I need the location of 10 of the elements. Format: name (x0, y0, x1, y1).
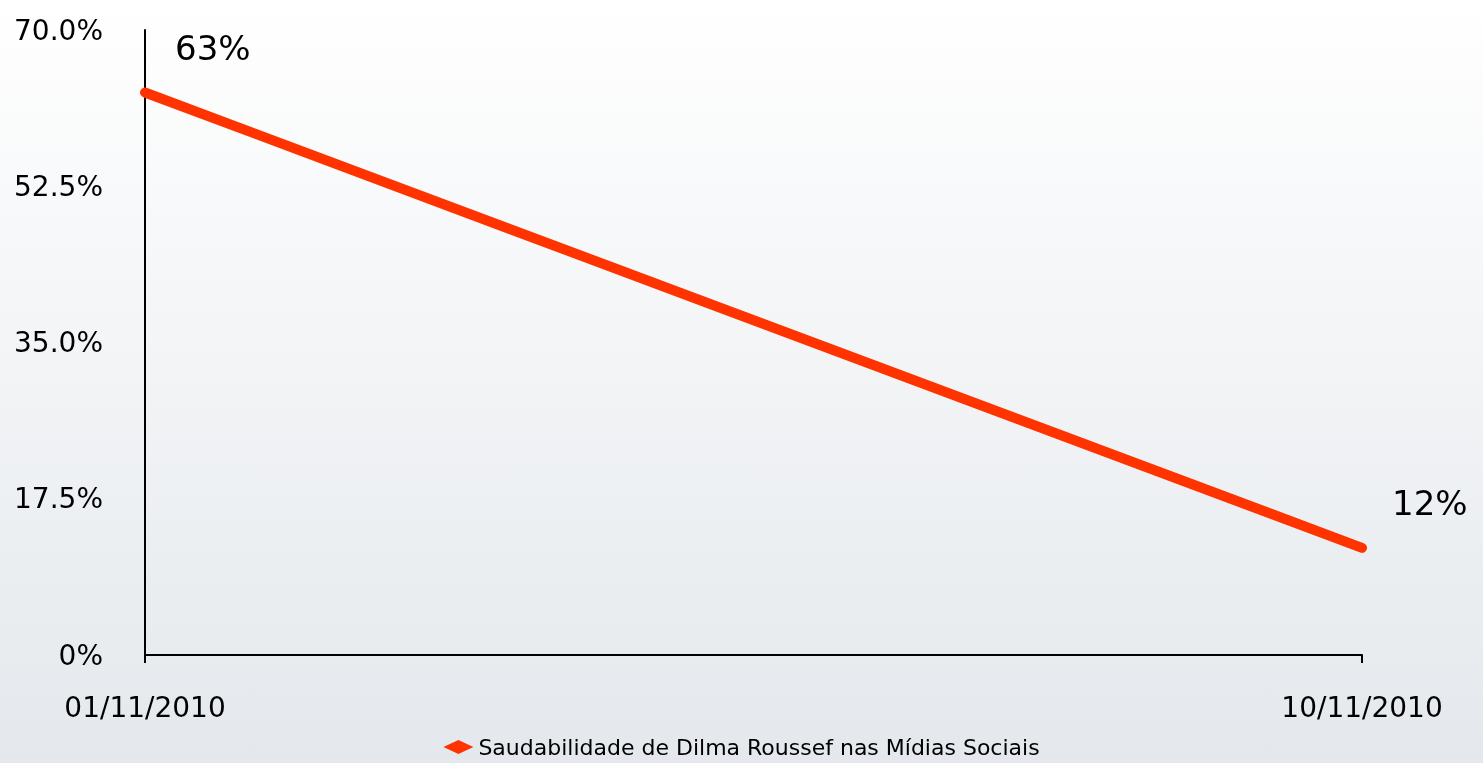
data-label: 12% (1392, 482, 1468, 523)
data-label: 63% (175, 27, 251, 68)
y-tick-label: 52.5% (14, 169, 103, 203)
legend-label: Saudabilidade de Dilma Roussef nas Mídias Sociais (478, 734, 1040, 760)
y-tick-label: 70.0% (14, 13, 103, 47)
x-tick-label: 10/11/2010 (1281, 690, 1443, 724)
y-tick-label: 35.0% (14, 326, 103, 359)
y-tick-label: 17.5% (14, 482, 103, 516)
y-tick-label: 0% (58, 638, 103, 672)
x-tick-label: 01/11/2010 (64, 690, 226, 724)
